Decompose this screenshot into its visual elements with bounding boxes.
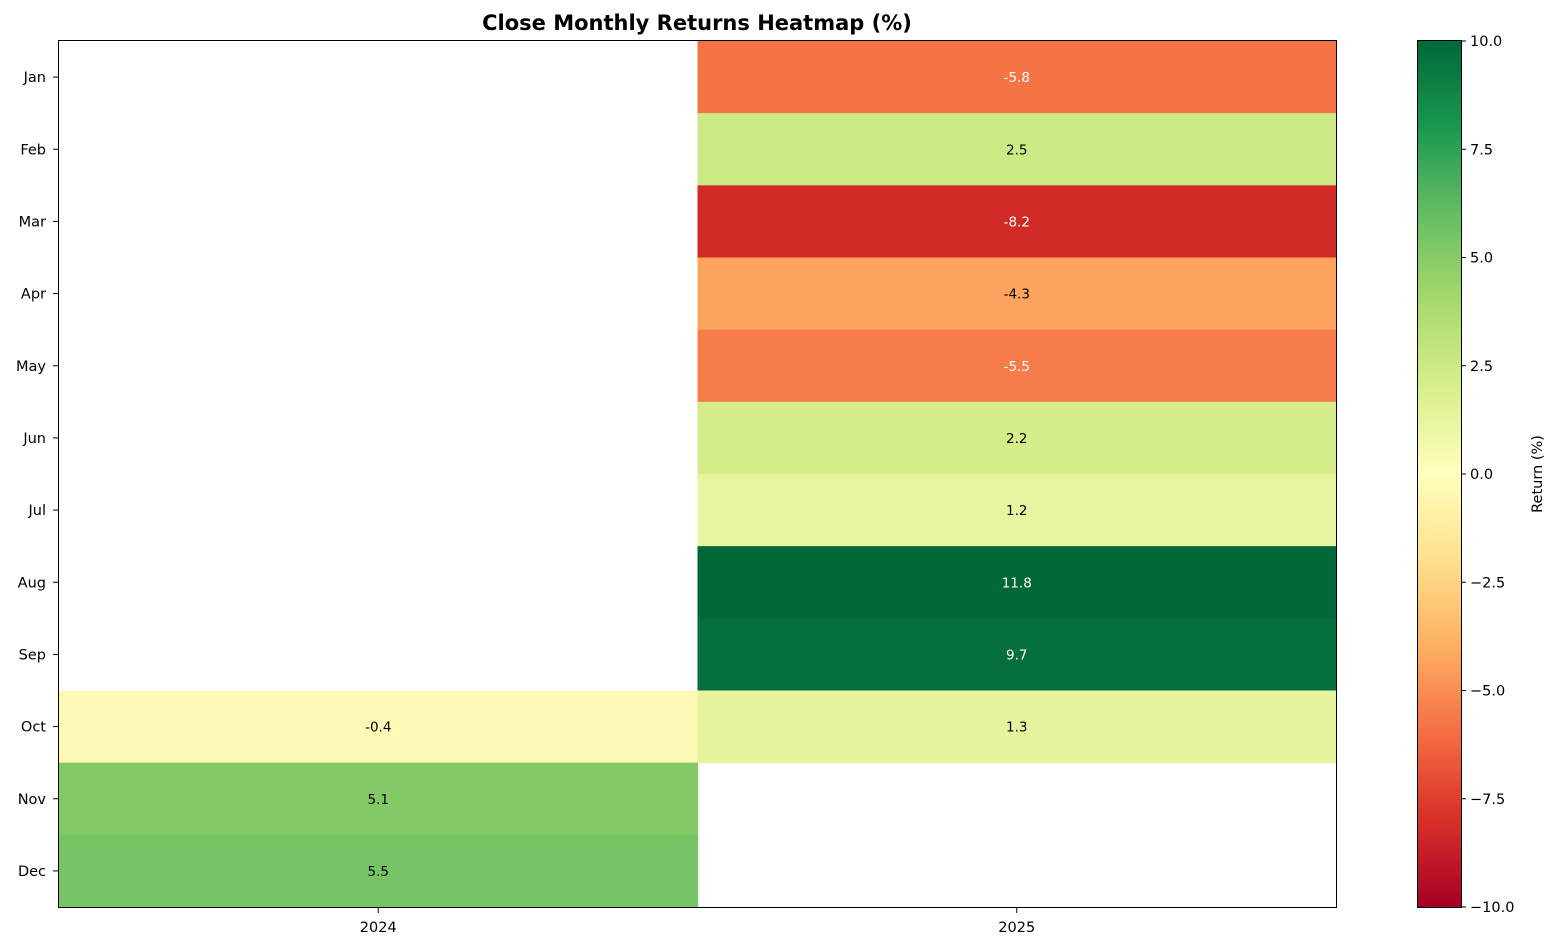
colorbar-ticks: −10.0 −7.5 −5.0 −2.5 0.0 2.5 5.0 7.5 10.0: [1461, 34, 1514, 916]
colorbar-tick-label: −2.5: [1470, 575, 1505, 591]
plot-frame: [58, 40, 1337, 908]
cell-value-label: 5.5: [368, 864, 389, 880]
y-axis: Jan Feb Mar Apr May Jun Jul Aug Sep Oct Nov Dec: [16, 70, 59, 880]
cell-value-label: 9.7: [1006, 647, 1027, 663]
y-tick-label: May: [16, 359, 46, 375]
heatmap-cell: [697, 474, 1337, 547]
colorbar-tick-label: 2.5: [1470, 359, 1493, 375]
heatmap-cell: [697, 618, 1337, 692]
cell-value-label: -0.4: [365, 720, 391, 736]
heatmap-cell: [697, 185, 1337, 259]
heatmap-cell: [59, 690, 699, 764]
heatmap-cells: [59, 41, 1337, 908]
colorbar-tick-label: 10.0: [1470, 34, 1502, 50]
colorbar-tick-label: 0.0: [1470, 467, 1493, 483]
cell-value-label: 11.8: [1002, 575, 1032, 591]
y-tick-label: Jan: [23, 70, 46, 86]
heatmap-cell: [697, 690, 1337, 764]
y-tick-label: Jul: [28, 503, 47, 519]
x-axis: 2024 2025: [360, 907, 1035, 936]
y-tick-label: Dec: [18, 864, 46, 880]
colorbar-label: Return (%): [1530, 435, 1546, 513]
heatmap-cell: [59, 762, 699, 836]
heatmap-cell: [697, 257, 1337, 331]
colorbar-tick-label: 5.0: [1470, 251, 1493, 267]
cell-value-label: 1.2: [1006, 503, 1027, 519]
y-tick-label: Mar: [19, 214, 46, 230]
heatmap-cell: [697, 401, 1337, 475]
heatmap-cell: [697, 113, 1337, 186]
y-tick-label: Apr: [21, 287, 46, 303]
y-tick-label: Nov: [18, 792, 47, 808]
colorbar-fill: [1417, 41, 1461, 907]
y-tick-label: Aug: [18, 575, 46, 591]
x-tick-label: 2025: [998, 920, 1035, 936]
x-tick-label: 2024: [360, 920, 397, 936]
heatmap-cell: [697, 329, 1337, 403]
cell-value-label: -5.5: [1004, 359, 1030, 375]
colorbar-tick-label: 7.5: [1470, 142, 1493, 158]
y-tick-label: Feb: [20, 142, 46, 158]
cell-value-label: 2.5: [1006, 142, 1027, 158]
heatmap-cell: [59, 834, 699, 908]
cell-value-label: -5.8: [1004, 70, 1030, 86]
cell-value-label: -8.2: [1004, 214, 1030, 230]
cell-value-label: 1.3: [1006, 720, 1027, 736]
heatmap-cell: [697, 546, 1337, 619]
colorbar-tick-label: −5.0: [1470, 684, 1505, 700]
chart-title: Close Monthly Returns Heatmap (%): [482, 11, 912, 35]
heatmap-cell-labels: -5.8 2.5 -8.2 -4.3 -5.5 2.2 1.2 11.8 9.7 -0.4 1.3 5…: [365, 70, 1032, 880]
heatmap-cell: [697, 41, 1337, 114]
colorbar-tick-label: −10.0: [1470, 900, 1514, 916]
colorbar: −10.0 −7.5 −5.0 −2.5 0.0 2.5 5.0 7.5 10.0 Return…: [1417, 34, 1546, 916]
y-tick-label: Jun: [22, 431, 46, 447]
y-tick-label: Sep: [19, 647, 46, 663]
colorbar-tick-label: −7.5: [1470, 792, 1505, 808]
cell-value-label: 5.1: [368, 792, 389, 808]
cell-value-label: 2.2: [1006, 431, 1027, 447]
cell-value-label: -4.3: [1004, 287, 1030, 303]
y-tick-label: Oct: [21, 720, 46, 736]
